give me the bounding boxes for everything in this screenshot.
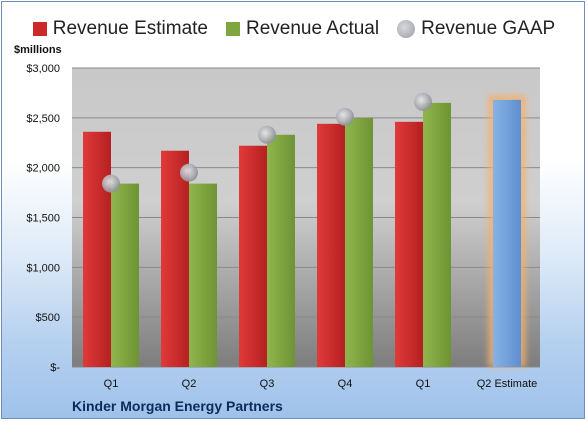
- legend-label-estimate: Revenue Estimate: [52, 18, 208, 39]
- y-tick-labels: $- $500 $1,000 $1,500 $2,000 $2,500 $3,000: [26, 63, 60, 374]
- point-gaap: [336, 107, 354, 126]
- company-name: Kinder Morgan Energy Partners: [72, 398, 283, 414]
- bar-actual: [423, 102, 451, 367]
- point-gaap: [180, 163, 198, 182]
- bar-estimate: [395, 121, 423, 367]
- bar-estimate: [161, 150, 189, 367]
- legend-swatch-estimate: [32, 22, 47, 36]
- y-tick-label: $3,000: [26, 63, 60, 75]
- x-tick-label: Q2 Estimate: [477, 378, 538, 390]
- bar-actual: [345, 117, 373, 367]
- bars: [83, 92, 526, 368]
- legend-item-estimate: Revenue Estimate: [32, 18, 208, 40]
- point-gaap: [102, 174, 120, 193]
- x-tick-label: Q3: [260, 378, 275, 390]
- x-tick-label: Q1: [416, 378, 431, 390]
- x-tick-labels: Q1 Q2 Q3 Q4 Q1 Q2 Estimate: [104, 378, 538, 390]
- bar-actual: [189, 183, 217, 367]
- bar-estimate: [317, 123, 345, 368]
- x-tick-label: Q2: [182, 378, 197, 390]
- y-tick-label: $500: [36, 312, 60, 324]
- legend-item-actual: Revenue Actual: [226, 18, 379, 40]
- x-tick-label: Q1: [104, 378, 119, 390]
- bar-actual: [111, 183, 139, 367]
- bar-forecast: [493, 99, 521, 367]
- y-tick-label: $2,500: [26, 113, 60, 125]
- x-tick-label: Q4: [338, 378, 353, 390]
- y-tick-label: $1,500: [26, 213, 60, 225]
- legend-swatch-actual: [226, 22, 240, 36]
- point-gaap: [258, 125, 276, 144]
- legend-label-gaap: Revenue GAAP: [421, 18, 556, 39]
- legend-label-actual: Revenue Actual: [246, 18, 380, 39]
- bar-estimate: [239, 145, 267, 367]
- bar-estimate: [83, 131, 111, 367]
- bar-actual: [267, 134, 295, 367]
- point-gaap: [414, 92, 432, 111]
- y-tick-label: $1,000: [26, 262, 60, 274]
- legend-swatch-gaap: [397, 20, 416, 38]
- legend: Revenue Estimate Revenue Actual Revenue …: [0, 14, 588, 44]
- y-tick-label: $-: [50, 362, 60, 374]
- legend-item-gaap: Revenue GAAP: [397, 18, 555, 40]
- y-tick-label: $2,000: [26, 163, 60, 175]
- y-axis-unit-label: $millions: [14, 44, 62, 56]
- grid-lines: [72, 67, 540, 368]
